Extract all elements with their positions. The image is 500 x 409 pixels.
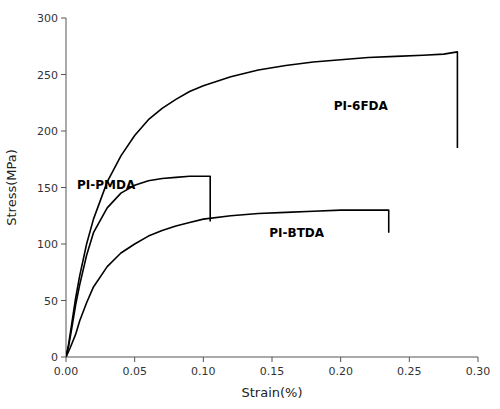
curve-label: PI-6FDA (334, 99, 389, 113)
axes: 0.00 0.05 0.10 0.15 0.20 0.25 0.30 0 50 100 150 200… (37, 12, 490, 378)
x-tick (134, 357, 135, 362)
plot-area (66, 52, 457, 357)
line (66, 176, 210, 357)
y-tick-label: 150 (37, 182, 58, 195)
x-tick (272, 357, 273, 362)
x-tick-label: 0.15 (260, 365, 285, 378)
y-tick (61, 18, 66, 19)
y-tick-label: 100 (37, 238, 58, 251)
x-tick-label: 0.20 (328, 365, 353, 378)
y-tick-label: 250 (37, 69, 58, 82)
y-tick-label: 200 (37, 125, 58, 138)
x-tick-label: 0.05 (122, 365, 147, 378)
x-axis-label: Strain(%) (241, 385, 302, 400)
curve-label: PI-BTDA (269, 226, 325, 240)
x-tick (409, 357, 410, 362)
x-tick-label: 0.10 (191, 365, 216, 378)
y-tick (61, 74, 66, 75)
y-tick (61, 357, 66, 358)
x-tick-label: 0.30 (466, 365, 491, 378)
y-tick-label: 300 (37, 12, 58, 25)
x-tick (340, 357, 341, 362)
x-tick (478, 357, 479, 362)
curve-label: PI-PMDA (77, 178, 136, 192)
y-tick (61, 187, 66, 188)
line (66, 52, 457, 357)
y-tick (61, 300, 66, 301)
y-tick (61, 131, 66, 132)
x-tick-label: 0.00 (54, 365, 79, 378)
x-tick-label: 0.25 (397, 365, 422, 378)
x-tick (203, 357, 204, 362)
chart: 0.00 0.05 0.10 0.15 0.20 0.25 0.30 0 50 100 150 200… (0, 0, 500, 409)
line (66, 210, 389, 357)
x-tick (66, 357, 67, 362)
y-tick-label: 0 (51, 351, 58, 364)
y-tick-label: 50 (44, 295, 58, 308)
y-axis-label: Stress(MPa) (4, 149, 19, 226)
y-tick (61, 244, 66, 245)
